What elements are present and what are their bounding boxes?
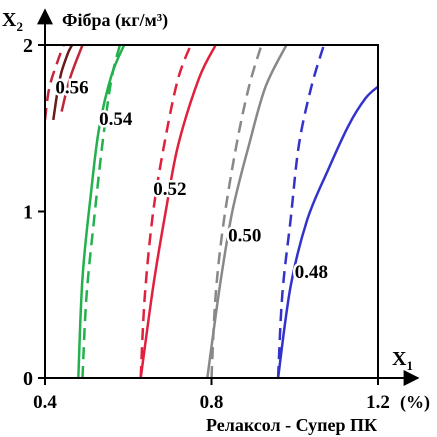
y-tick-label: 0	[23, 368, 33, 390]
contour-label: 0.56	[55, 77, 88, 98]
contour-line-3	[81, 45, 122, 378]
x-tick-label: 1.2	[366, 392, 390, 413]
contour-line-10	[276, 85, 378, 378]
contour-labels: 0.56 0.54 0.52 0.50 0.48	[53, 75, 331, 286]
x-axis-symbol: X1	[392, 348, 413, 373]
contour-line-9	[276, 45, 326, 378]
y-tick-label: 1	[23, 202, 33, 224]
contour-label: 0.50	[228, 225, 261, 246]
contour-line-7	[210, 45, 263, 378]
plot-frame	[44, 44, 379, 379]
x-tick-label: 0.8	[200, 392, 224, 413]
contour-line-1	[45, 45, 65, 121]
y-axis-title: Фібра (кг/м³)	[62, 10, 168, 31]
y-tick-label: 2	[23, 35, 33, 57]
contour-line-8	[206, 45, 288, 378]
x-axis-unit: (%)	[400, 392, 430, 413]
contour-label: 0.54	[99, 109, 133, 130]
contour-lines	[45, 45, 378, 378]
contour-label: 0.52	[153, 179, 186, 200]
axis-ticks: 0.4 0.8 1.2 0 1 2	[23, 35, 390, 413]
contour-line-4	[77, 45, 126, 378]
x-tick-label: 0.4	[33, 392, 57, 413]
contour-label: 0.48	[295, 262, 328, 283]
contour-line-5	[139, 45, 192, 378]
contour-line-0	[52, 45, 74, 121]
contour-line-2	[60, 45, 84, 112]
contour-line-6	[139, 45, 217, 378]
x-axis-title: Релаксол - Супер ПК	[206, 415, 377, 435]
y-axis-symbol: X2	[2, 9, 23, 34]
